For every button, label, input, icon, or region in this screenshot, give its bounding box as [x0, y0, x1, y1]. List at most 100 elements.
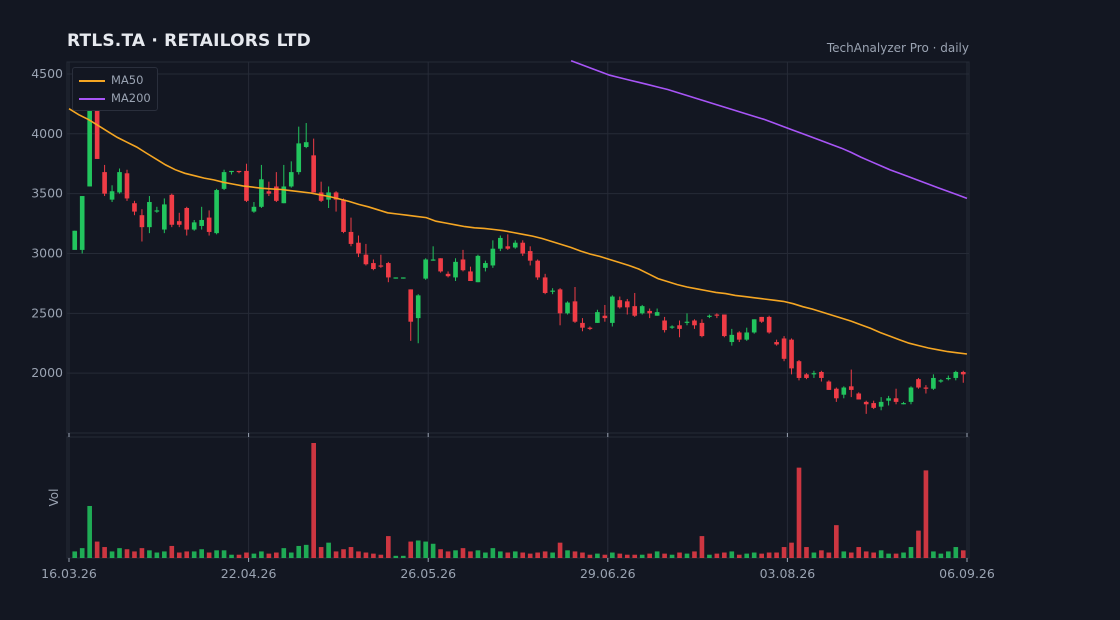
candle: [901, 401, 906, 405]
candle: [333, 191, 339, 212]
candle: [632, 292, 638, 317]
candle: [259, 164, 264, 209]
volume-bar: [176, 552, 182, 558]
candle-body: [931, 377, 936, 389]
volume-bar: [692, 551, 697, 558]
candle-body: [423, 259, 428, 279]
volume-bar: [565, 550, 570, 558]
candle-body: [176, 221, 182, 225]
volume-bar: [610, 552, 615, 558]
legend-label-ma200: MA200: [111, 91, 151, 105]
volume-bar: [341, 549, 346, 558]
volume-bar: [371, 553, 376, 558]
candle: [729, 328, 735, 346]
candle: [423, 258, 428, 280]
volume-bar: [393, 555, 399, 558]
candle-body: [102, 172, 107, 194]
volume-bar: [647, 553, 652, 558]
volume-bar: [684, 553, 690, 558]
candle-body: [191, 222, 197, 230]
candle-body: [162, 204, 167, 230]
volume-bar: [722, 552, 727, 558]
candle: [886, 395, 891, 406]
candle-body: [729, 334, 735, 343]
volume-bar: [460, 548, 466, 558]
volume-bar: [430, 543, 436, 558]
candle: [132, 200, 137, 216]
volume-bar: [834, 525, 839, 558]
volume-bar: [512, 551, 518, 558]
candle: [848, 369, 854, 398]
candle-body: [274, 186, 279, 201]
candle: [505, 234, 511, 250]
volume-bar: [587, 554, 593, 558]
volume-bar: [639, 554, 645, 558]
candle: [617, 296, 623, 309]
volume-bar: [356, 551, 361, 558]
volume-bar: [572, 551, 578, 558]
candle-body: [886, 398, 891, 401]
candle-body: [632, 306, 638, 316]
candle: [169, 193, 175, 228]
candle: [251, 202, 257, 213]
candle: [572, 286, 578, 323]
candle-body: [759, 316, 764, 322]
candle: [191, 219, 197, 231]
candle-body: [804, 374, 809, 378]
volume-bar: [445, 551, 451, 558]
candle: [841, 386, 847, 399]
candle-body: [445, 273, 451, 277]
candle: [288, 161, 294, 188]
candle: [214, 188, 219, 235]
volume-bar: [714, 553, 720, 558]
candle-body: [722, 314, 727, 337]
candle-body: [139, 215, 145, 228]
candle-body: [356, 242, 361, 254]
volume-bar: [505, 552, 511, 558]
volume-bar: [296, 545, 302, 558]
candle: [781, 336, 787, 362]
volume-bar: [378, 554, 384, 558]
candle-body: [662, 320, 667, 331]
candle-body: [94, 82, 100, 159]
candle: [751, 319, 757, 334]
candle: [624, 298, 630, 315]
candle-body: [221, 172, 227, 189]
candle: [684, 313, 690, 326]
candle-body: [923, 387, 929, 389]
candle: [147, 196, 152, 234]
candle: [707, 314, 712, 319]
volume-bar: [281, 548, 287, 558]
candle-body: [229, 170, 234, 173]
candle: [550, 288, 555, 295]
candle-body: [572, 301, 578, 322]
candle-body: [72, 230, 78, 250]
candle-body: [744, 332, 750, 340]
candle-body: [677, 325, 682, 329]
candle-body: [587, 327, 593, 329]
volume-panel-frame: [66, 436, 970, 559]
candle-body: [960, 371, 966, 375]
candle-body: [281, 186, 287, 204]
volume-bar: [535, 552, 540, 558]
candle: [475, 254, 481, 283]
candle: [229, 170, 234, 175]
candle: [647, 308, 652, 319]
candle-body: [542, 277, 548, 293]
candle: [109, 185, 115, 203]
candle: [893, 388, 899, 405]
volume-bar: [333, 551, 339, 558]
candle-body: [893, 398, 899, 402]
candle-body: [251, 206, 257, 212]
candle: [303, 123, 309, 149]
candle: [318, 181, 324, 203]
volume-bar: [669, 554, 675, 558]
candle: [520, 240, 526, 256]
candle-body: [288, 172, 294, 187]
price-tick-label: 3500: [31, 186, 63, 201]
volume-bar: [303, 544, 309, 558]
volume-bar: [251, 553, 257, 558]
volume-bar: [415, 540, 421, 558]
volume-bar: [632, 554, 638, 558]
volume-bar: [901, 552, 906, 558]
